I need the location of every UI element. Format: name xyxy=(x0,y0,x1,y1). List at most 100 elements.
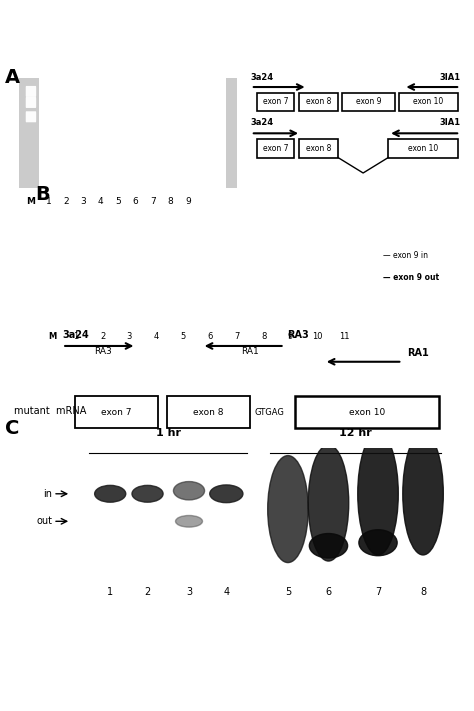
Text: exon 8: exon 8 xyxy=(306,97,331,107)
Text: 6: 6 xyxy=(207,332,213,341)
FancyBboxPatch shape xyxy=(148,247,164,264)
Text: 4: 4 xyxy=(154,332,159,341)
Text: exon 7: exon 7 xyxy=(263,97,289,107)
FancyBboxPatch shape xyxy=(60,123,72,139)
FancyBboxPatch shape xyxy=(121,271,137,284)
FancyBboxPatch shape xyxy=(46,279,59,289)
FancyBboxPatch shape xyxy=(175,271,191,284)
Text: 5: 5 xyxy=(285,587,291,597)
Text: 9: 9 xyxy=(185,197,191,206)
FancyBboxPatch shape xyxy=(112,123,124,139)
Ellipse shape xyxy=(175,515,202,527)
Text: 3: 3 xyxy=(81,197,86,206)
FancyBboxPatch shape xyxy=(167,397,250,428)
FancyBboxPatch shape xyxy=(44,250,60,259)
Text: exon 8: exon 8 xyxy=(306,144,331,153)
Text: exon 10: exon 10 xyxy=(408,144,438,153)
FancyBboxPatch shape xyxy=(182,123,194,139)
Text: M: M xyxy=(48,332,56,341)
Text: RA3: RA3 xyxy=(287,330,309,340)
Ellipse shape xyxy=(173,481,205,500)
Text: 3IA1: 3IA1 xyxy=(439,118,460,127)
Ellipse shape xyxy=(132,486,163,502)
Text: 5: 5 xyxy=(115,197,121,206)
FancyBboxPatch shape xyxy=(309,247,325,263)
Text: out: out xyxy=(36,516,52,526)
Ellipse shape xyxy=(358,432,398,555)
Text: 8: 8 xyxy=(261,332,266,341)
FancyBboxPatch shape xyxy=(26,86,36,97)
Text: RA1: RA1 xyxy=(241,348,259,356)
Ellipse shape xyxy=(403,432,443,555)
FancyBboxPatch shape xyxy=(299,139,338,158)
FancyBboxPatch shape xyxy=(44,230,60,240)
FancyBboxPatch shape xyxy=(295,397,439,428)
Text: B: B xyxy=(35,185,50,204)
Text: 8: 8 xyxy=(420,587,426,597)
FancyBboxPatch shape xyxy=(78,149,89,166)
Text: M: M xyxy=(27,197,36,206)
Text: mutant  mRNA: mutant mRNA xyxy=(14,406,87,416)
Text: RA3: RA3 xyxy=(94,348,111,356)
FancyBboxPatch shape xyxy=(43,123,54,139)
Text: 6: 6 xyxy=(133,197,138,206)
FancyBboxPatch shape xyxy=(175,247,191,264)
FancyBboxPatch shape xyxy=(255,247,272,263)
Text: 8: 8 xyxy=(168,197,173,206)
FancyBboxPatch shape xyxy=(229,247,245,263)
FancyBboxPatch shape xyxy=(44,240,60,249)
Text: 11: 11 xyxy=(339,332,349,341)
Ellipse shape xyxy=(268,456,308,562)
FancyBboxPatch shape xyxy=(130,123,141,139)
Text: exon 10: exon 10 xyxy=(349,408,385,417)
Ellipse shape xyxy=(359,530,397,556)
FancyBboxPatch shape xyxy=(202,247,218,264)
Text: C: C xyxy=(5,419,19,439)
Ellipse shape xyxy=(210,485,243,503)
Ellipse shape xyxy=(310,533,347,558)
Ellipse shape xyxy=(308,445,349,561)
Text: exon 9: exon 9 xyxy=(356,97,381,107)
Text: in: in xyxy=(43,488,52,499)
Text: 4: 4 xyxy=(98,197,103,206)
FancyBboxPatch shape xyxy=(165,123,176,139)
FancyBboxPatch shape xyxy=(26,112,36,122)
Text: RA1: RA1 xyxy=(407,348,428,358)
Text: 1: 1 xyxy=(73,332,79,341)
FancyBboxPatch shape xyxy=(44,258,60,267)
Text: 7: 7 xyxy=(234,332,239,341)
Text: — exon 9 out: — exon 9 out xyxy=(383,273,439,282)
Text: 7: 7 xyxy=(375,587,381,597)
FancyBboxPatch shape xyxy=(147,123,159,139)
FancyBboxPatch shape xyxy=(44,222,60,231)
FancyBboxPatch shape xyxy=(283,247,299,263)
Text: 5: 5 xyxy=(181,332,186,341)
Text: exon 8: exon 8 xyxy=(193,408,224,417)
Text: 3: 3 xyxy=(186,587,192,597)
Bar xyxy=(17,78,38,188)
FancyBboxPatch shape xyxy=(399,92,458,112)
FancyBboxPatch shape xyxy=(46,272,59,282)
Text: 1: 1 xyxy=(107,587,113,597)
Text: 4: 4 xyxy=(223,587,229,597)
FancyBboxPatch shape xyxy=(75,397,158,428)
Text: 6: 6 xyxy=(326,587,331,597)
Text: 3a24: 3a24 xyxy=(251,73,274,82)
FancyBboxPatch shape xyxy=(257,92,294,112)
FancyBboxPatch shape xyxy=(46,266,59,275)
FancyBboxPatch shape xyxy=(388,139,458,158)
Text: 2: 2 xyxy=(100,332,105,341)
FancyBboxPatch shape xyxy=(26,97,36,108)
Text: 3a24: 3a24 xyxy=(251,118,274,127)
Text: 12 hr: 12 hr xyxy=(339,428,372,438)
FancyBboxPatch shape xyxy=(95,123,107,139)
Text: 3a24: 3a24 xyxy=(62,330,89,340)
Text: 1 hr: 1 hr xyxy=(156,428,181,438)
Bar xyxy=(226,78,248,188)
FancyBboxPatch shape xyxy=(336,247,352,263)
Ellipse shape xyxy=(95,486,126,502)
Text: exon 7: exon 7 xyxy=(101,408,132,417)
Text: 10: 10 xyxy=(312,332,322,341)
Text: 3IA1: 3IA1 xyxy=(439,73,460,82)
Text: exon 7: exon 7 xyxy=(263,144,289,153)
